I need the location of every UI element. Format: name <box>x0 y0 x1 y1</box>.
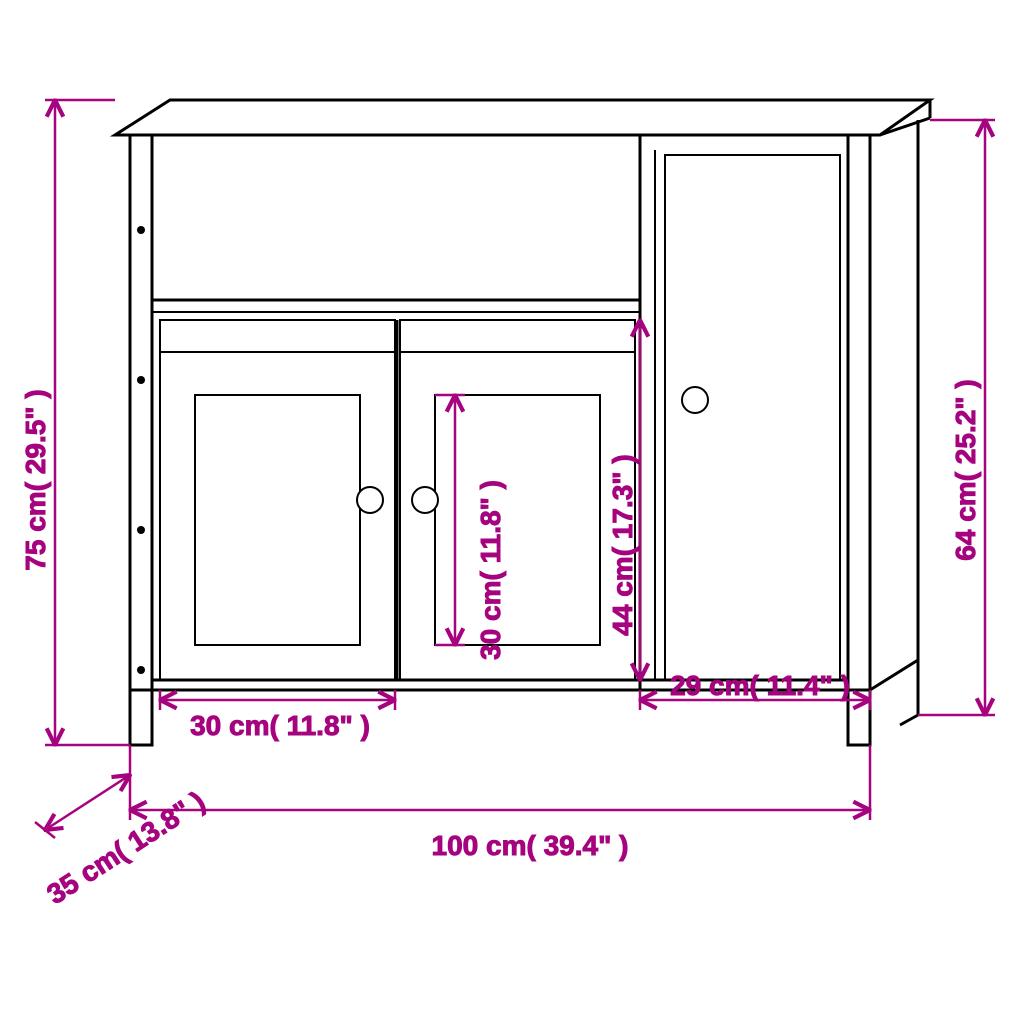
dim-panel-height: 30 cm( 11.8" ) <box>475 480 506 660</box>
dimension-diagram: 75 cm( 29.5" ) 64 cm( 25.2" ) 30 cm( 11.… <box>0 0 1024 1024</box>
dim-door-height: 44 cm( 17.3" ) <box>607 454 638 635</box>
furniture-outline <box>115 100 930 745</box>
dim-height-right: 64 cm( 25.2" ) <box>950 379 981 560</box>
dim-depth: 35 cm( 13.8" ) <box>41 785 210 910</box>
dim-right-width: 29 cm( 11.4" ) <box>670 670 850 701</box>
dim-width-total: 100 cm( 39.4" ) <box>432 830 629 861</box>
dim-height-total: 75 cm( 29.5" ) <box>20 389 51 570</box>
dim-door-width: 30 cm( 11.8" ) <box>190 710 370 741</box>
